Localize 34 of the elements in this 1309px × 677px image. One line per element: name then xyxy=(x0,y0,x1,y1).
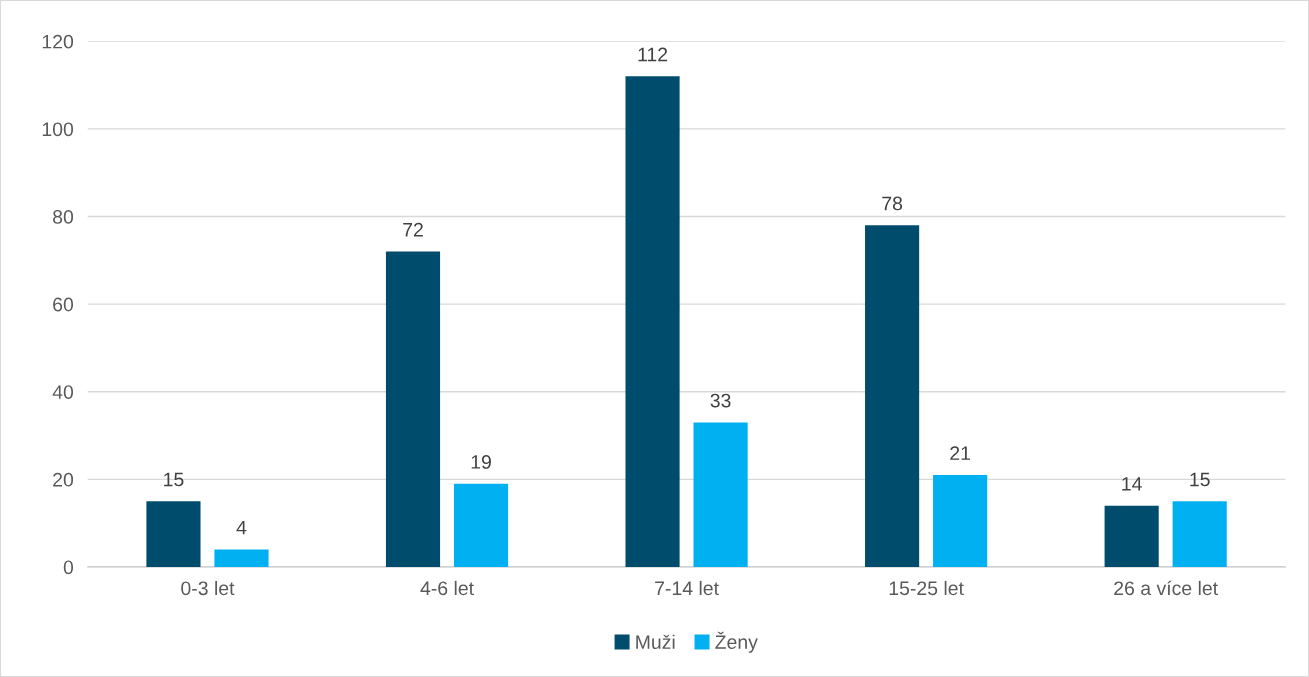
y-tick-label: 0 xyxy=(63,560,74,575)
bar xyxy=(865,225,920,567)
data-label: 112 xyxy=(638,47,668,62)
data-label: 78 xyxy=(882,196,903,211)
data-label: 21 xyxy=(950,446,970,460)
data-label: 19 xyxy=(471,455,491,469)
y-tick-label: 40 xyxy=(52,385,74,399)
x-tick-label: 7-14 let xyxy=(655,580,719,596)
bar xyxy=(1172,501,1227,567)
y-tick-label: 100 xyxy=(42,122,74,137)
data-label: 15 xyxy=(164,472,184,487)
y-tick-label: 120 xyxy=(42,34,74,49)
bar xyxy=(146,501,201,567)
data-label: 33 xyxy=(710,393,731,408)
x-tick-label: 26 a více let xyxy=(1114,580,1218,596)
y-tick-label: 80 xyxy=(53,210,74,224)
bar xyxy=(385,251,441,567)
data-label: 4 xyxy=(236,520,247,535)
data-label: 14 xyxy=(1122,477,1142,491)
bar xyxy=(214,549,269,567)
bar xyxy=(693,422,748,567)
bar xyxy=(1104,505,1159,567)
y-tick-label: 20 xyxy=(53,472,74,487)
x-tick-label: 4-6 let xyxy=(420,580,474,596)
bar xyxy=(453,483,509,567)
x-tick-label: 0-3 let xyxy=(181,580,235,596)
bar xyxy=(625,76,680,567)
legend-label: Ženy xyxy=(715,631,758,653)
x-tick-label: 15-25 let xyxy=(889,580,964,596)
legend-label: Muži xyxy=(636,634,675,649)
bar xyxy=(933,474,988,567)
y-tick-label: 60 xyxy=(53,297,74,312)
data-label: 15 xyxy=(1190,472,1210,487)
data-label: 72 xyxy=(403,222,423,237)
